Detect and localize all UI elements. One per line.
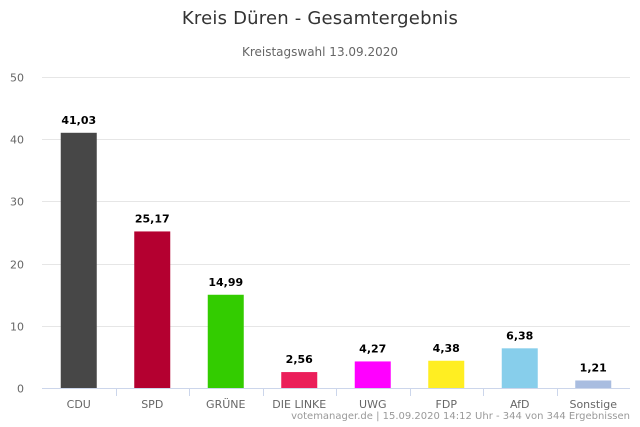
y-tick-label: 50 — [10, 72, 24, 85]
x-tick-label: FDP — [436, 398, 458, 411]
bar-gr-ne[interactable] — [207, 294, 244, 388]
chart-title: Kreis Düren - Gesamtergebnis — [181, 8, 459, 29]
labels: 0 10 20 30 40 50 41,03 CDU 25,17 SPD 14,99 GRÜNE 2,5… — [10, 72, 617, 412]
bars — [60, 132, 612, 388]
data-label: 4,38 — [433, 342, 460, 355]
data-label: 25,17 — [135, 212, 170, 225]
grid-lines — [42, 77, 630, 389]
y-tick-label: 20 — [10, 259, 24, 272]
bar-sonstige[interactable] — [575, 380, 612, 388]
bar-afd[interactable] — [501, 348, 538, 388]
bar-cdu[interactable] — [60, 132, 97, 388]
data-label: 2,56 — [286, 353, 313, 366]
data-label: 14,99 — [208, 276, 243, 289]
x-tick-label: AfD — [510, 398, 529, 411]
chart-credits[interactable]: votemanager.de | 15.09.2020 14:12 Uhr - … — [291, 411, 630, 422]
data-label: 4,27 — [359, 342, 386, 355]
y-tick-label: 10 — [10, 321, 24, 334]
data-label: 1,21 — [580, 361, 607, 374]
bar-fdp[interactable] — [428, 360, 465, 388]
x-axis — [42, 388, 630, 396]
y-tick-label: 0 — [17, 383, 24, 396]
x-tick-label: SPD — [141, 398, 163, 411]
chart-subtitle: Kreistagswahl 13.09.2020 — [241, 45, 399, 59]
y-tick-label: 30 — [10, 196, 24, 209]
x-tick-label: CDU — [67, 398, 91, 411]
y-tick-label: 40 — [10, 134, 24, 147]
x-tick-label: UWG — [359, 398, 386, 411]
x-tick-label: GRÜNE — [206, 398, 245, 411]
x-tick-label: DIE LINKE — [272, 398, 326, 411]
data-label: 41,03 — [61, 114, 96, 127]
data-label: 6,38 — [506, 329, 533, 342]
bar-uwg[interactable] — [354, 361, 391, 388]
bar-spd[interactable] — [134, 231, 171, 388]
x-tick-label: Sonstige — [569, 398, 617, 411]
bar-die-linke[interactable] — [281, 372, 318, 388]
